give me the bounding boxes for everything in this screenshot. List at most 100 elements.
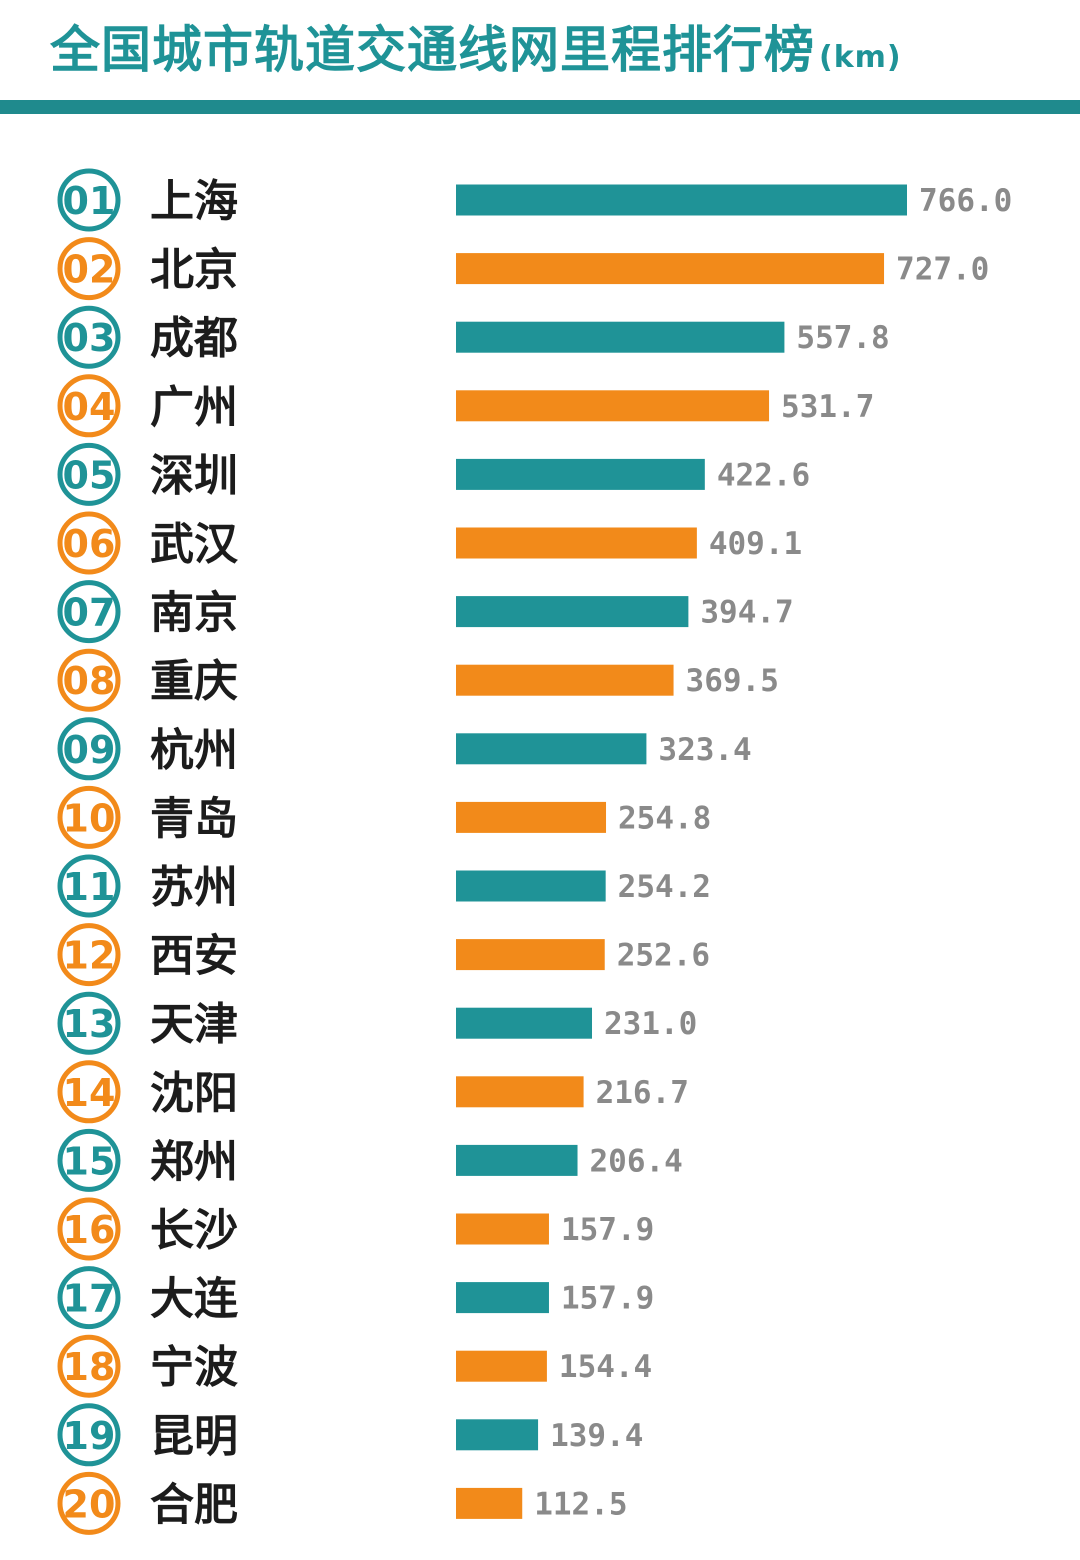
bar-row: 20 合肥 112.5	[57, 1471, 628, 1535]
bar	[456, 527, 697, 559]
bar-row: 08 重庆 369.5	[57, 648, 779, 712]
value-label: 369.5	[686, 663, 779, 699]
rank-circle-icon	[57, 1197, 121, 1261]
value-label: 254.2	[618, 869, 711, 905]
value-label: 409.1	[709, 526, 802, 562]
bar-row: 04 广州 531.7	[57, 374, 874, 438]
title-divider	[0, 100, 1080, 114]
rank-circle-icon	[57, 1060, 121, 1124]
rank-circle-icon	[57, 1266, 121, 1330]
chart-header: 全国城市轨道交通线网里程排行榜 (km)	[0, 0, 1080, 100]
rank-circle-icon	[57, 991, 121, 1055]
city-label: 广州	[150, 382, 238, 433]
city-label: 上海	[150, 176, 238, 227]
bar	[456, 1213, 549, 1245]
bar	[456, 939, 605, 971]
bar	[456, 1419, 539, 1451]
bar	[456, 1076, 584, 1108]
value-label: 557.8	[796, 320, 889, 356]
city-label: 成都	[150, 313, 238, 364]
rank-circle-icon	[57, 923, 121, 987]
city-label: 合肥	[150, 1479, 238, 1530]
rank-circle-icon	[57, 305, 121, 369]
bar	[456, 664, 674, 696]
city-label: 西安	[150, 931, 238, 982]
city-label: 大连	[150, 1274, 238, 1325]
bar	[456, 321, 785, 353]
rank-circle-icon	[57, 168, 121, 232]
value-label: 394.7	[700, 595, 793, 631]
bar	[456, 1007, 593, 1039]
city-label: 重庆	[150, 656, 238, 707]
rank-circle-icon	[57, 717, 121, 781]
bar-row: 01 上海 766.0	[57, 168, 1012, 232]
rank-circle-icon	[57, 1403, 121, 1467]
rank-circle-icon	[57, 854, 121, 918]
bar	[456, 184, 907, 216]
rank-circle-icon	[57, 785, 121, 849]
rank-circle-icon	[57, 237, 121, 301]
rank-label: 09	[63, 728, 116, 772]
rank-label: 08	[63, 659, 116, 703]
rank-circle-icon	[57, 1128, 121, 1192]
city-label: 宁波	[150, 1342, 238, 1393]
city-label: 北京	[150, 245, 238, 296]
rank-label: 07	[63, 591, 116, 635]
bar	[456, 253, 885, 285]
bar-row: 13 天津 231.0	[57, 991, 697, 1055]
city-label: 杭州	[150, 725, 238, 776]
rank-label: 13	[63, 1002, 116, 1046]
bar	[456, 458, 705, 490]
value-label: 154.4	[559, 1349, 652, 1385]
bar-row: 10 青岛 254.8	[57, 785, 711, 849]
bar	[456, 1282, 549, 1314]
city-label: 南京	[150, 588, 238, 639]
bar-row: 16 长沙 157.9	[57, 1197, 654, 1261]
city-label: 天津	[150, 999, 238, 1050]
bar	[456, 390, 770, 422]
city-label: 武汉	[150, 519, 239, 570]
value-label: 157.9	[561, 1281, 654, 1317]
bar-row: 11 苏州 254.2	[57, 854, 711, 918]
value-label: 254.8	[618, 800, 711, 836]
bar-row: 03 成都 557.8	[57, 305, 890, 369]
bar-row: 14 沈阳 216.7	[57, 1060, 689, 1124]
value-label: 727.0	[896, 252, 989, 288]
bar	[456, 733, 647, 765]
bar-row: 05 深圳 422.6	[57, 442, 810, 506]
rank-label: 01	[63, 179, 116, 223]
rank-label: 04	[63, 385, 116, 429]
rank-label: 11	[63, 865, 116, 909]
bar	[456, 596, 689, 628]
rank-label: 17	[63, 1277, 116, 1321]
city-label: 郑州	[150, 1136, 238, 1187]
city-label: 昆明	[150, 1411, 238, 1462]
value-label: 206.4	[590, 1143, 683, 1179]
value-label: 531.7	[781, 389, 874, 425]
bar-row: 15 郑州 206.4	[57, 1128, 683, 1192]
rank-label: 19	[63, 1414, 116, 1458]
bar-row: 09 杭州 323.4	[57, 717, 752, 781]
rank-circle-icon	[57, 648, 121, 712]
rank-label: 02	[63, 248, 116, 292]
value-label: 139.4	[550, 1418, 643, 1454]
bar	[456, 1487, 523, 1519]
rank-circle-icon	[57, 1334, 121, 1398]
rank-circle-icon	[57, 442, 121, 506]
bar-row: 18 宁波 154.4	[57, 1334, 652, 1398]
rank-label: 16	[63, 1208, 116, 1252]
city-label: 沈阳	[150, 1068, 238, 1119]
bar	[456, 870, 606, 902]
rank-circle-icon	[57, 374, 121, 438]
city-label: 苏州	[150, 862, 238, 913]
value-label: 766.0	[919, 183, 1012, 219]
rank-label: 18	[63, 1345, 116, 1389]
rank-label: 12	[63, 934, 116, 978]
bar	[456, 801, 607, 833]
value-label: 231.0	[604, 1006, 697, 1042]
bar	[456, 1350, 547, 1382]
value-label: 422.6	[717, 457, 810, 493]
bar	[456, 1144, 578, 1176]
value-label: 216.7	[596, 1075, 689, 1111]
